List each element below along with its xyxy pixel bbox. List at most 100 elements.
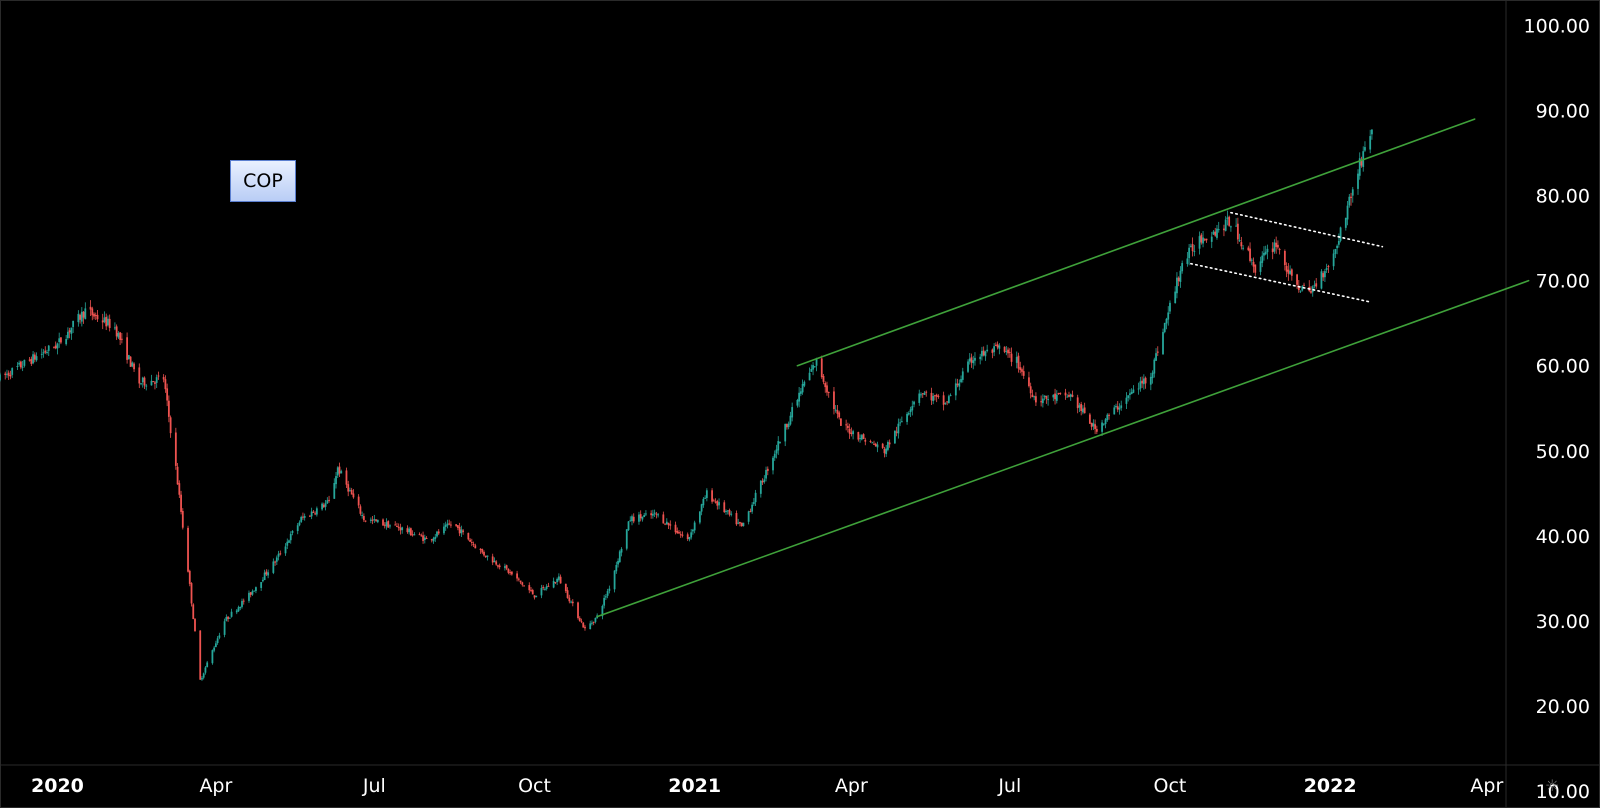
candle-body xyxy=(773,453,776,458)
candle-body xyxy=(956,383,959,386)
candle-body xyxy=(1202,237,1204,244)
candle-body xyxy=(730,513,733,515)
candle-body xyxy=(749,511,752,513)
candle-body xyxy=(1320,271,1323,289)
candle-body xyxy=(813,366,816,368)
candle-body xyxy=(653,512,656,514)
candle-body xyxy=(923,392,926,395)
drawing-layer[interactable] xyxy=(596,118,1530,618)
candle-body xyxy=(860,435,863,440)
price-axis[interactable]: 100.00 90.00 80.00 70.00 60.00 50.00 40.00 30.0… xyxy=(1524,16,1590,803)
candle-body xyxy=(530,589,532,591)
candle-body xyxy=(493,560,496,563)
candle-body xyxy=(1035,396,1037,403)
candle-body xyxy=(1162,332,1164,355)
candle-body xyxy=(213,647,216,651)
candle-body xyxy=(1095,429,1098,432)
y-tick-label: 80.00 xyxy=(1536,186,1590,208)
candle-body xyxy=(556,578,559,583)
candle-body xyxy=(350,489,353,495)
candle-body xyxy=(84,308,87,320)
candle-body xyxy=(418,534,421,536)
candle-body xyxy=(188,570,191,584)
candle-body xyxy=(284,546,287,554)
candle-body xyxy=(274,561,276,563)
x-tick-label: 2022 xyxy=(1304,775,1357,797)
candle-body xyxy=(1369,136,1372,150)
candle-body xyxy=(1344,217,1347,228)
candle-body xyxy=(1069,394,1072,397)
candle-body xyxy=(437,531,440,534)
candle-body xyxy=(1224,219,1227,231)
candle-body xyxy=(1057,393,1060,395)
candle-body xyxy=(347,484,350,492)
candle-body xyxy=(1071,394,1074,397)
candle-body xyxy=(1088,414,1091,424)
candle-body xyxy=(423,537,426,540)
candle-body xyxy=(444,524,447,527)
candle-body xyxy=(881,443,884,448)
candle-body xyxy=(542,587,545,589)
candle-body xyxy=(1007,349,1009,354)
candle-body xyxy=(751,504,754,512)
candle-body xyxy=(249,592,252,595)
candle-body xyxy=(864,439,867,442)
candle-body xyxy=(1052,394,1055,398)
candle-body xyxy=(1115,406,1117,408)
candle-body xyxy=(723,502,726,513)
candle-body xyxy=(1055,394,1058,401)
x-tick-label: Jul xyxy=(997,775,1021,797)
x-tick-label: Oct xyxy=(1154,775,1187,797)
candle-body xyxy=(70,327,73,334)
candle-body xyxy=(601,605,604,617)
candle-body xyxy=(23,359,26,366)
candle-body xyxy=(1259,261,1262,272)
candle-body xyxy=(103,317,106,322)
candle-body xyxy=(899,422,902,424)
candle-body xyxy=(291,530,294,533)
candle-body xyxy=(791,407,794,418)
candle-body xyxy=(655,513,658,515)
candle-body xyxy=(888,442,891,445)
x-tick-label: Apr xyxy=(1470,775,1503,797)
candle-body xyxy=(582,622,585,628)
candle-body xyxy=(625,529,628,549)
candle-body xyxy=(631,516,633,522)
candle-body xyxy=(665,521,668,525)
candle-body xyxy=(1278,249,1281,251)
x-tick-label: 2020 xyxy=(31,775,84,797)
candle-body xyxy=(298,522,301,526)
candle-body xyxy=(420,535,423,537)
candle-body xyxy=(1041,398,1044,404)
candle-body xyxy=(1008,351,1011,353)
candle-body xyxy=(4,373,7,375)
candle-body xyxy=(716,500,719,506)
candle-body xyxy=(382,519,384,526)
candle-body xyxy=(1104,419,1107,425)
candle-body xyxy=(117,333,120,338)
time-axis[interactable]: 2020 Apr Jul Oct 2021 Apr Jul Oct 2022 Apr xyxy=(31,775,1503,797)
candle-body xyxy=(199,630,202,680)
gear-icon[interactable]: ☼ xyxy=(1545,776,1560,795)
candle-body xyxy=(1101,422,1103,432)
candle-body xyxy=(446,523,449,526)
candle-body xyxy=(484,555,487,558)
candle-body xyxy=(120,338,123,340)
candle-body xyxy=(651,513,654,516)
candle-body xyxy=(1177,277,1180,282)
candle-body xyxy=(275,557,278,562)
candle-body xyxy=(1144,377,1147,384)
candle-body xyxy=(947,396,950,404)
candle-body xyxy=(1189,245,1192,247)
candle-body xyxy=(986,349,989,352)
candle-body xyxy=(108,318,111,328)
candle-body xyxy=(591,622,593,624)
candle-body xyxy=(1130,392,1133,395)
candle-body xyxy=(376,519,379,523)
candle-body xyxy=(1297,285,1300,291)
candle-body xyxy=(40,353,43,355)
candle-body xyxy=(497,565,499,567)
candle-body xyxy=(787,423,790,427)
candle-body xyxy=(396,526,398,528)
